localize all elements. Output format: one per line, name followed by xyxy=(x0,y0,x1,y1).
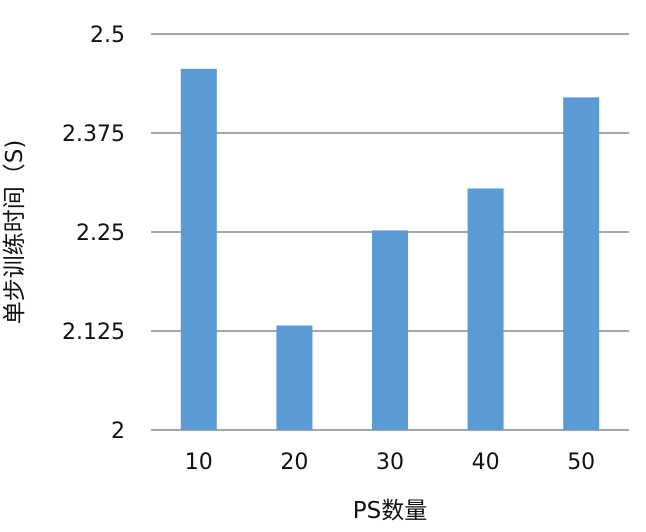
y-tick-label: 2 xyxy=(111,419,125,444)
x-tick-label: 30 xyxy=(376,450,404,475)
x-tick-label: 50 xyxy=(567,450,595,475)
bar-20 xyxy=(276,325,313,430)
x-axis-ticks: 10 20 30 40 50 xyxy=(185,450,595,475)
y-tick-label: 2.375 xyxy=(62,122,125,147)
x-tick-label: 40 xyxy=(472,450,500,475)
x-tick-label: 20 xyxy=(280,450,308,475)
bar-50 xyxy=(563,97,600,431)
bar-30 xyxy=(372,230,408,430)
bar-10 xyxy=(180,68,217,431)
y-axis-title: 单步训练时间（S) xyxy=(2,140,28,325)
y-tick-label: 2.5 xyxy=(90,23,125,48)
y-axis-ticks: 2 2.125 2.25 2.375 2.5 xyxy=(62,23,125,444)
bars xyxy=(180,68,600,431)
y-tick-label: 2.25 xyxy=(76,221,125,246)
x-tick-label: 10 xyxy=(185,450,213,475)
bar-40 xyxy=(467,188,504,430)
x-axis-title: PS数量 xyxy=(353,498,427,524)
y-tick-label: 2.125 xyxy=(62,320,125,345)
